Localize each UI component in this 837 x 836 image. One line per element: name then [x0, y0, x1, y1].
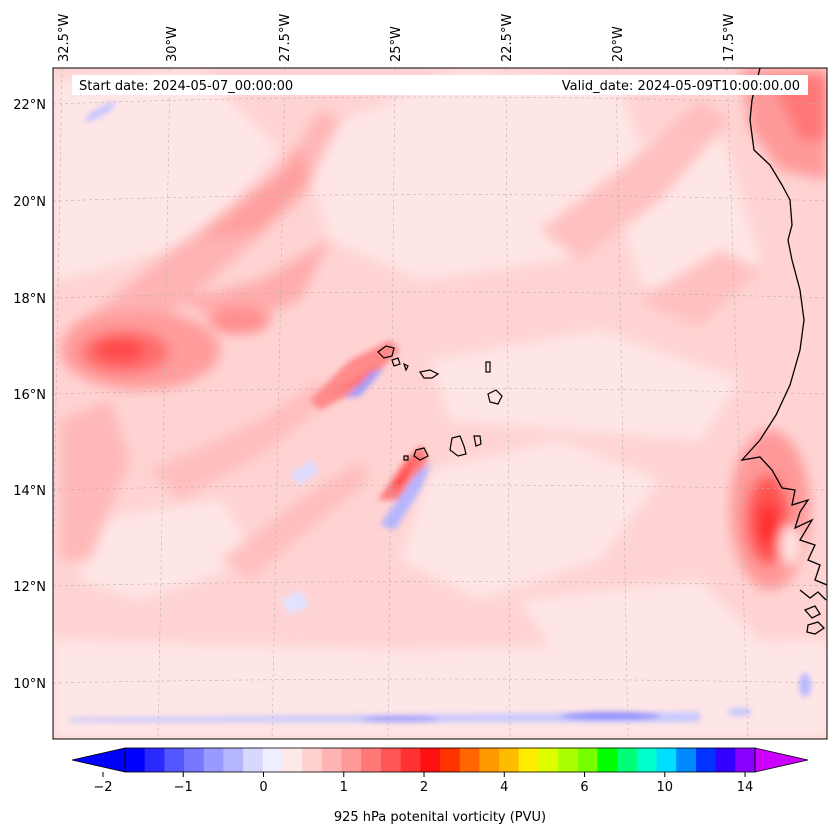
colorbar-cell	[380, 748, 402, 772]
colorbar-cell	[144, 748, 165, 772]
colorbar-cell	[440, 748, 461, 772]
date-header-box	[72, 75, 808, 95]
lon-label: 25°W	[389, 26, 404, 62]
lat-label: 16°N	[13, 388, 46, 403]
colorbar-tick-label: 14	[737, 780, 754, 795]
colorbar-cell	[223, 748, 244, 772]
colorbar-cell	[636, 748, 658, 772]
lon-label: 22.5°W	[500, 14, 515, 62]
colorbar-cell	[656, 748, 677, 772]
colorbar-tick-label: −1	[174, 780, 193, 795]
colorbar-cell	[715, 748, 736, 772]
colorbar-over-arrow	[754, 747, 809, 773]
colorbar-title: 925 hPa potenital vorticity (PVU)	[334, 810, 546, 825]
colorbar-under-arrow	[71, 747, 126, 773]
coastline	[740, 68, 827, 635]
colorbar-cell	[499, 748, 520, 772]
colorbar-cell	[203, 748, 225, 772]
colorbar-cell	[735, 748, 756, 772]
colorbar-cell	[282, 748, 303, 772]
colorbar-cell	[361, 748, 382, 772]
longitude-labels: 32.5°W 30°W 27.5°W 25°W 22.5°W 20°W 17.5…	[57, 14, 737, 62]
lat-label: 10°N	[13, 677, 46, 692]
colorbar-cell	[597, 748, 618, 772]
colorbar-cell	[518, 748, 540, 772]
colorbar-tick-label: 10	[657, 780, 674, 795]
colorbar-frame	[124, 747, 756, 773]
colorbar-cell	[164, 748, 185, 772]
colorbar-cell	[577, 748, 599, 772]
graticule	[53, 68, 827, 739]
colorbar-cell	[184, 748, 205, 772]
colorbar-ticks: −2 −1 0 1 2 4 6 10 14	[93, 772, 753, 795]
colorbar-cell	[695, 748, 717, 772]
colorbar-cell	[617, 748, 638, 772]
cape-verde-islands	[377, 345, 503, 461]
colorbar-cell	[262, 748, 284, 772]
lon-label: 20°W	[611, 26, 626, 62]
colorbar-cell	[243, 748, 264, 772]
colorbar-tick-label: 4	[500, 780, 508, 795]
potential-vorticity-field	[53, 68, 827, 739]
lat-label: 18°N	[13, 292, 46, 307]
colorbar-cell	[125, 748, 146, 772]
colorbar-cell	[341, 748, 362, 772]
latitude-labels: 22°N 20°N 18°N 16°N 14°N 12°N 10°N	[13, 98, 46, 692]
colorbar-cells	[125, 748, 756, 772]
lon-label: 27.5°W	[278, 14, 293, 62]
colorbar: −2 −1 0 1 2 4 6 10 14 925 hPa potenital vorticit…	[71, 747, 809, 825]
valid-date-label: Valid_date: 2024-05-09T10:00:00.00	[562, 79, 800, 94]
lat-label: 22°N	[13, 98, 46, 113]
colorbar-tick-label: 1	[340, 780, 348, 795]
colorbar-cell	[420, 748, 441, 772]
colorbar-cell	[479, 748, 500, 772]
lon-label: 17.5°W	[722, 14, 737, 62]
colorbar-tick-label: 2	[420, 780, 428, 795]
start-date-label: Start date: 2024-05-07_00:00:00	[79, 79, 293, 94]
colorbar-cell	[321, 748, 343, 772]
lon-label: 32.5°W	[57, 14, 72, 62]
colorbar-tick-label: 6	[580, 780, 588, 795]
map-frame	[52, 67, 828, 740]
colorbar-cell	[459, 748, 480, 772]
colorbar-cell	[558, 748, 579, 772]
colorbar-cell	[302, 748, 323, 772]
lat-label: 12°N	[13, 580, 46, 595]
colorbar-tick-label: 0	[259, 780, 267, 795]
colorbar-cell	[400, 748, 421, 772]
lon-label: 30°W	[165, 26, 180, 62]
colorbar-cell	[538, 748, 559, 772]
colorbar-tick-label: −2	[93, 780, 112, 795]
colorbar-cell	[676, 748, 697, 772]
lat-label: 20°N	[13, 195, 46, 210]
lat-label: 14°N	[13, 484, 46, 499]
